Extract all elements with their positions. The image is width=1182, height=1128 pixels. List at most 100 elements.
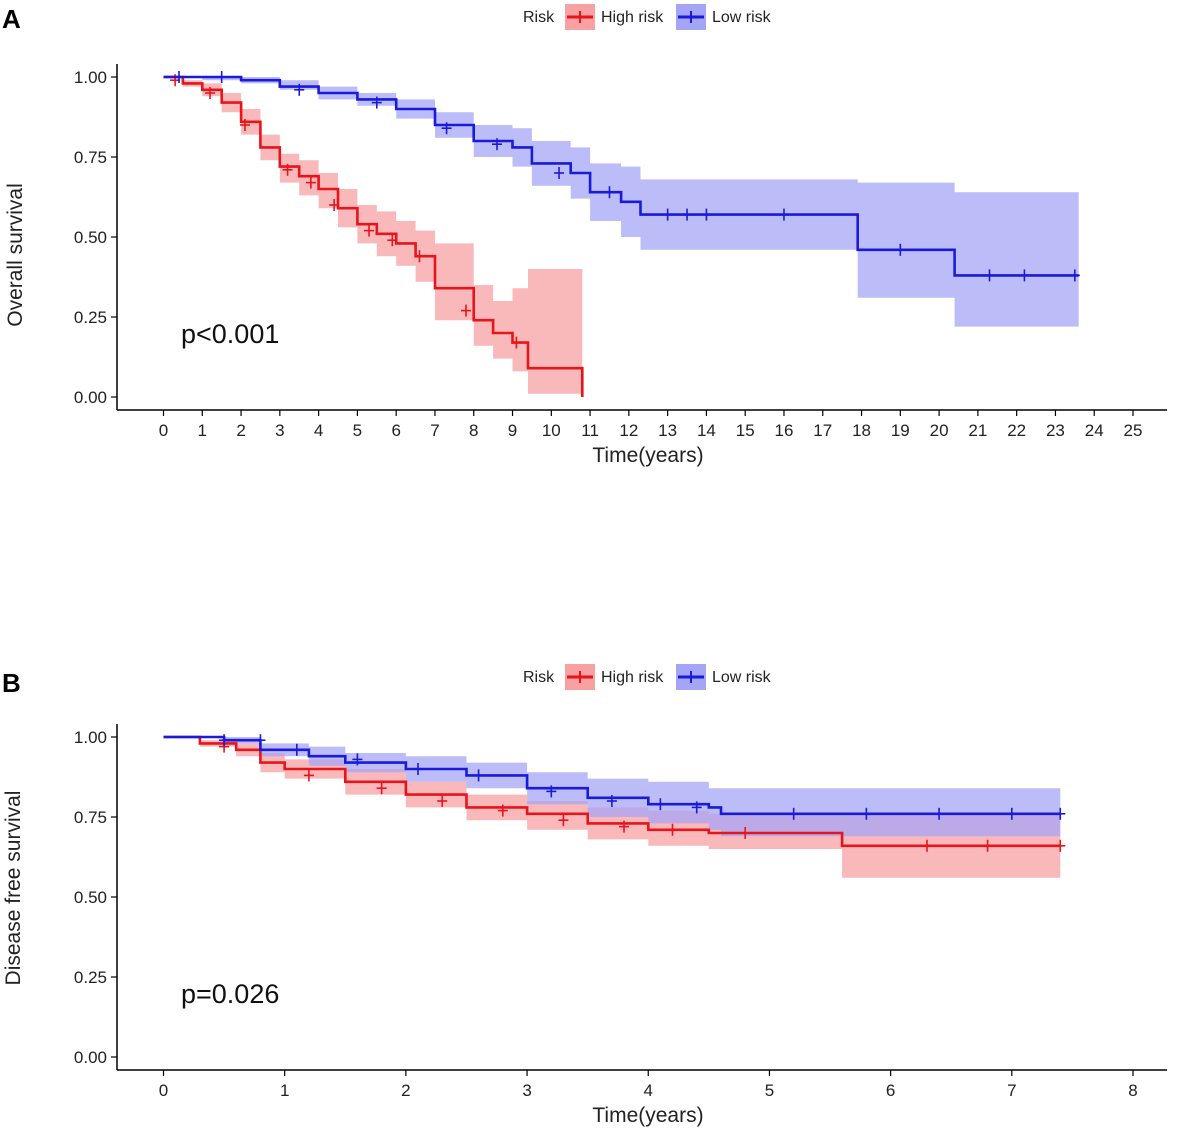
x-tick-label: 4 (314, 421, 323, 440)
x-tick-label: 2 (401, 1081, 410, 1100)
y-axis-label: Overall survival (4, 183, 27, 327)
x-axis-label: Time(years) (592, 1104, 703, 1127)
censor-mark-low-risk (546, 785, 557, 798)
x-tick-label: 3 (522, 1081, 531, 1100)
x-tick-label: 12 (619, 421, 638, 440)
legend-key-low-risk (676, 664, 706, 690)
censor-mark-high-risk (982, 839, 993, 852)
x-tick-label: 21 (968, 421, 987, 440)
x-tick-label: 19 (891, 421, 910, 440)
censor-mark-low-risk (1069, 269, 1080, 282)
survival-curve-low-risk (163, 735, 1061, 816)
censor-mark-low-risk (255, 734, 266, 747)
censor-mark-high-risk (364, 224, 375, 237)
panel-label: B (2, 668, 21, 698)
censor-mark-low-risk (174, 71, 185, 83)
censor-mark-low-risk (682, 208, 693, 221)
legend-label-high-risk: High risk (601, 9, 664, 26)
x-tick-label: 25 (1124, 421, 1143, 440)
y-tick-label: 0.00 (74, 1048, 107, 1067)
legend: Risk High risk Low risk (523, 664, 772, 690)
y-axis-label: Disease free survival (2, 791, 25, 986)
survival-curve-high-risk (163, 75, 584, 397)
censor-mark-low-risk (492, 138, 503, 151)
legend-key-high-risk (565, 4, 595, 30)
x-tick-label: 16 (775, 421, 794, 440)
censor-mark-low-risk (371, 96, 382, 109)
p-value: p<0.001 (181, 319, 279, 349)
x-tick-label: 1 (198, 421, 207, 440)
censor-mark-low-risk (984, 269, 995, 282)
plot-area: 0.000.250.500.751.000 1 2 3 4 5 6 7 8 9 10 11 12 13 14… (74, 64, 1167, 440)
censor-mark-low-risk (934, 807, 945, 820)
legend-title: Risk (523, 9, 555, 26)
censor-mark-high-risk (511, 336, 522, 349)
censor-mark-high-risk (558, 814, 569, 827)
legend-label-low-risk: Low risk (712, 9, 772, 26)
x-tick-label: 0 (159, 421, 168, 440)
censor-mark-low-risk (606, 795, 617, 807)
y-tick-label: 0.50 (74, 888, 107, 907)
x-tick-label: 4 (644, 1081, 653, 1100)
x-tick-label: 5 (765, 1081, 774, 1100)
censor-mark-high-risk (619, 820, 630, 833)
x-tick-label: 7 (430, 421, 439, 440)
y-tick-label: 0.75 (74, 808, 107, 827)
x-tick-label: 5 (353, 421, 362, 440)
x-tick-label: 0 (159, 1081, 168, 1100)
x-tick-label: 17 (813, 421, 832, 440)
censor-mark-low-risk (219, 734, 230, 747)
x-axis-label: Time(years) (592, 444, 703, 467)
x-tick-label: 9 (508, 421, 517, 440)
censor-mark-high-risk (329, 199, 340, 211)
x-tick-label: 23 (1046, 421, 1065, 440)
censor-mark-high-risk (667, 823, 678, 836)
censor-mark-low-risk (412, 763, 423, 775)
p-value: p=0.026 (181, 979, 279, 1009)
x-tick-label: 24 (1085, 421, 1104, 440)
legend-title: Risk (523, 669, 555, 686)
censor-mark-high-risk (205, 87, 216, 99)
censor-mark-low-risk (604, 186, 615, 199)
censor-mark-high-risk (497, 804, 508, 817)
x-tick-label: 8 (469, 421, 478, 440)
panel-label: A (2, 4, 21, 34)
censor-mark-high-risk (437, 795, 448, 807)
censor-mark-low-risk (291, 743, 302, 756)
x-tick-label: 6 (391, 421, 400, 440)
legend: Risk High risk Low risk (523, 4, 772, 30)
legend-label-low-risk: Low risk (712, 669, 772, 686)
censor-mark-high-risk (740, 827, 751, 839)
censor-mark-low-risk (216, 71, 227, 83)
legend-label-high-risk: High risk (601, 669, 664, 686)
plot-area: 0.00 0.25 0.50 0.75 1.00 0 1 2 3 4 5 6 7 8 (74, 724, 1167, 1100)
censor-mark-low-risk (352, 753, 363, 766)
censor-mark-high-risk (303, 769, 314, 782)
panel-a: A Risk High risk Low risk 0.00 0.25 0.50 0.… (2, 4, 1167, 467)
legend-key-high-risk (565, 664, 595, 690)
censor-mark-high-risk (282, 163, 293, 176)
y-tick-label: 0.50 (74, 228, 107, 247)
x-tick-label: 6 (886, 1081, 895, 1100)
x-tick-label: 10 (542, 421, 561, 440)
y-tick-label: 1.00 (74, 728, 107, 747)
panel-b: B Risk High risk Low risk 0.000.250.500.… (2, 664, 1167, 1127)
x-tick-label: 11 (581, 421, 599, 440)
x-tick-label: 22 (1007, 421, 1026, 440)
legend-key-low-risk (676, 4, 706, 30)
censor-mark-high-risk (387, 234, 398, 247)
x-tick-label: 15 (736, 421, 755, 440)
censor-mark-high-risk (1055, 839, 1066, 852)
censor-mark-high-risk (376, 782, 387, 795)
censor-mark-low-risk (1019, 269, 1030, 282)
censor-mark-low-risk (861, 807, 872, 820)
y-tick-label: 0.25 (74, 308, 107, 327)
x-tick-label: 18 (852, 421, 871, 440)
x-tick-label: 1 (280, 1081, 289, 1100)
censor-mark-high-risk (921, 839, 932, 852)
censor-mark-low-risk (662, 208, 673, 221)
x-tick-label: 13 (658, 421, 677, 440)
x-tick-label: 7 (1007, 1081, 1016, 1100)
confidence-band-high-risk (163, 77, 583, 397)
